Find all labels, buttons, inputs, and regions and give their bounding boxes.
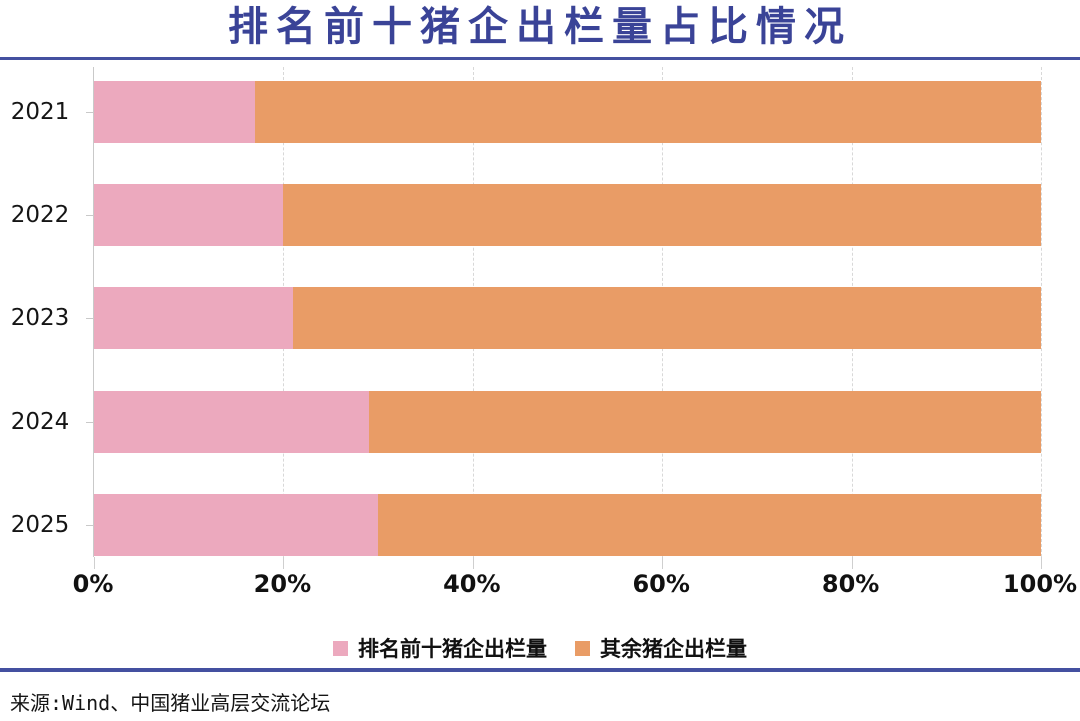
bar-segment-top10 (94, 287, 293, 350)
x-axis-label: 20% (253, 570, 312, 598)
x-axis-label: 0% (72, 570, 114, 598)
y-axis-tick (86, 318, 93, 320)
y-axis-label: 2022 (10, 202, 70, 229)
gridline (1041, 67, 1042, 557)
bar-segment-top10 (94, 81, 255, 143)
x-axis-tick (472, 557, 474, 569)
legend-label: 其余猪企出栏量 (600, 637, 747, 661)
footer-divider (0, 668, 1080, 672)
x-axis-tick (283, 557, 285, 569)
y-axis-label: 2024 (10, 408, 70, 435)
y-axis-tick (86, 215, 93, 217)
y-axis-label: 2021 (10, 99, 70, 125)
y-axis-tick (86, 112, 93, 113)
x-axis-tick (1041, 557, 1042, 569)
bar-segment-top10 (94, 184, 284, 247)
x-axis-label: 40% (443, 570, 501, 598)
x-axis-tick (851, 557, 853, 569)
bar-segment-rest (378, 493, 1041, 556)
bar-segment-rest (368, 390, 1041, 453)
y-axis-label: 2025 (10, 511, 70, 538)
x-axis: 0% 20% 40% 60% 80% 100% (73, 570, 1077, 600)
bar-segment-rest (292, 287, 1041, 350)
y-axis-label: 2023 (10, 305, 70, 332)
stacked-bar (94, 81, 1041, 143)
x-axis-label: 60% (632, 570, 690, 598)
bar-segment-top10 (94, 493, 379, 556)
legend-item: 排名前十猪企出栏量 (333, 633, 547, 663)
plot-area (93, 67, 1042, 569)
stacked-bar (94, 493, 1041, 556)
legend-swatch-top10 (333, 640, 348, 656)
stacked-bar (94, 287, 1041, 350)
source-note: 来源:Wind、中国猪业高层交流论坛 (10, 691, 331, 715)
bar-row (94, 81, 1041, 143)
legend-label: 排名前十猪企出栏量 (358, 637, 547, 661)
x-axis-label: 80% (821, 570, 880, 598)
y-axis-tick (86, 421, 93, 423)
bar-segment-top10 (94, 390, 369, 453)
bar-segment-rest (283, 184, 1041, 247)
x-axis-tick (662, 557, 664, 569)
y-axis-tick (86, 524, 93, 526)
bar-row (94, 184, 1041, 247)
bar-row (94, 493, 1041, 556)
x-axis-tick (94, 557, 95, 569)
chart-legend: 排名前十猪企出栏量 其余猪企出栏量 (0, 635, 1080, 661)
title-divider (0, 57, 1080, 60)
x-axis-label: 100% (1002, 570, 1078, 598)
bar-row (94, 287, 1041, 350)
legend-swatch-rest (575, 640, 590, 656)
stacked-bar (94, 184, 1041, 247)
bar-segment-rest (254, 81, 1041, 143)
page-title: 排名前十猪企出栏量占比情况 (228, 4, 852, 50)
stacked-bar (94, 390, 1041, 453)
bar-row (94, 390, 1041, 453)
legend-item: 其余猪企出栏量 (575, 633, 747, 663)
